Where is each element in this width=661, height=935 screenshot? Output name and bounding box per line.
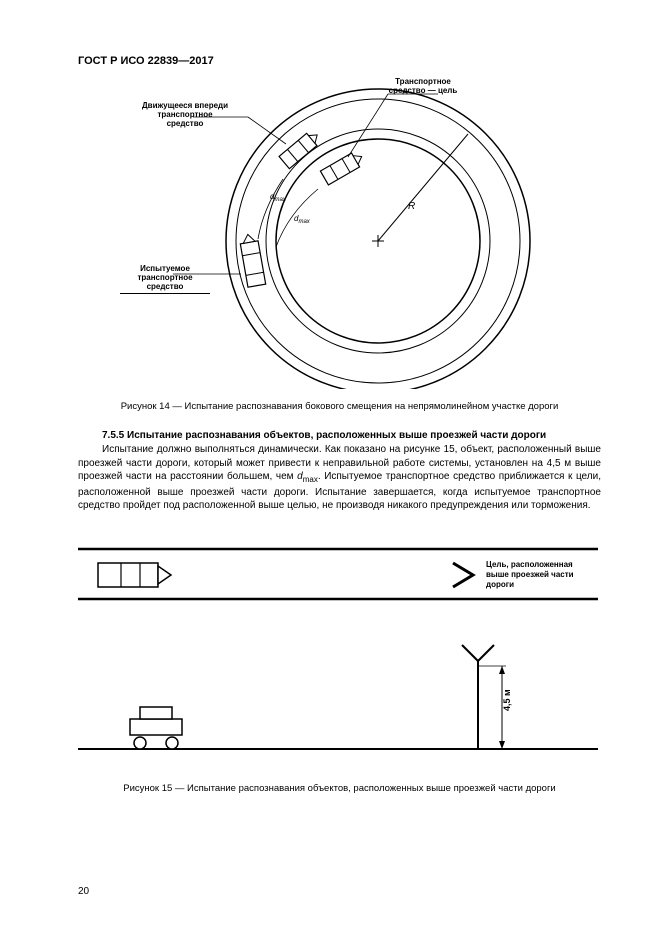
- section-title: 7.5.5 Испытание распознавания объектов, …: [78, 430, 601, 441]
- forward-vehicle-text: Движущееся впереди транспортное средство: [142, 101, 228, 128]
- doc-header: ГОСТ Р ИСО 22839—2017: [78, 55, 601, 67]
- figure-15-caption: Рисунок 15 — Испытание распознавания объ…: [78, 783, 601, 794]
- figure-14: R dmax: [78, 79, 601, 389]
- subject-vehicle-label: Испытуемое транспортное средство: [120, 264, 210, 294]
- figure-15: 4,5 м Цель, расположенная выше проезжей …: [78, 531, 601, 771]
- vehicle-top-icon: [98, 563, 171, 587]
- figure-15-svg: 4,5 м Цель, расположенная выше проезжей …: [78, 531, 598, 771]
- height-label: 4,5 м: [502, 689, 512, 711]
- dmax-label-2: dmax: [294, 214, 311, 225]
- subject-vehicle-icon: [239, 233, 266, 287]
- d-sub: max: [303, 475, 318, 484]
- target-vehicle-icon: [320, 150, 365, 185]
- target-vehicle-label: Транспортное средство — цель: [378, 77, 468, 95]
- subject-vehicle-text: Испытуемое транспортное средство: [137, 264, 192, 291]
- target-vehicle-text: Транспортное средство — цель: [389, 77, 458, 95]
- section-heading: Испытание распознавания объектов, распол…: [127, 430, 546, 441]
- forward-vehicle-icon: [279, 129, 322, 169]
- vehicle-side-icon: [130, 707, 182, 749]
- section-body: Испытание должно выполняться динамически…: [78, 443, 601, 513]
- overhead-label-3: дороги: [486, 580, 514, 589]
- overhead-target-icon: [453, 563, 473, 587]
- figure-14-caption: Рисунок 14 — Испытание распознавания бок…: [78, 401, 601, 412]
- forward-vehicle-label: Движущееся впереди транспортное средство: [140, 101, 230, 128]
- overhead-label-2: выше проезжей части: [486, 570, 574, 579]
- overhead-label-1: Цель, расположенная: [486, 560, 573, 569]
- page-number: 20: [78, 886, 89, 897]
- r-label: R: [408, 201, 415, 212]
- page: ГОСТ Р ИСО 22839—2017 R: [0, 0, 661, 935]
- section-number: 7.5.5: [102, 430, 124, 441]
